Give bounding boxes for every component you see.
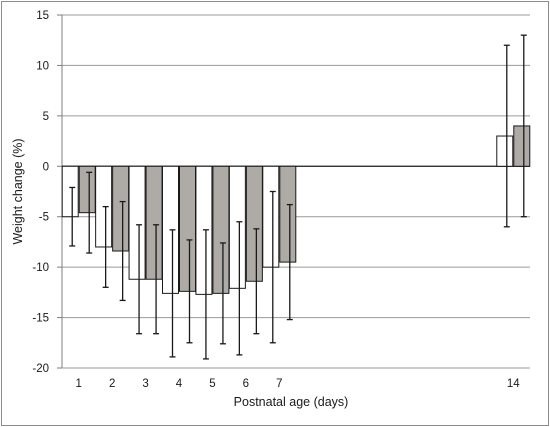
x-tick-label: 4 <box>176 378 183 390</box>
bar <box>78 165 96 214</box>
y-tick-label: -20 <box>32 363 49 375</box>
error-bars <box>69 34 527 360</box>
bar <box>112 165 130 252</box>
bar <box>513 125 531 167</box>
y-tick-label: -15 <box>32 313 49 325</box>
bar <box>212 165 230 294</box>
x-tick-label: 7 <box>276 378 282 390</box>
y-tick-labels: 15 10 5 0 -5 -10 -15 -20 <box>32 10 49 375</box>
y-tick-label: 5 <box>43 111 49 123</box>
x-tick-label: 1 <box>76 378 82 390</box>
y-tick-label: 0 <box>43 161 49 173</box>
x-axis-title: Postnatal age (days) <box>234 395 349 409</box>
y-tick-label: 10 <box>36 60 49 72</box>
x-tick-labels: 1 2 3 4 5 6 7 14 <box>76 378 521 390</box>
bar <box>496 135 514 167</box>
bar <box>228 165 246 289</box>
x-tick-label: 14 <box>507 378 520 390</box>
bar <box>262 165 280 268</box>
y-tick-label: 15 <box>36 10 49 22</box>
bars <box>61 125 531 295</box>
bar <box>279 165 297 263</box>
bar <box>245 165 263 282</box>
y-axis-title: Weight change (%) <box>11 138 25 244</box>
x-tick-label: 3 <box>142 378 148 390</box>
bar <box>128 165 146 280</box>
y-tick-label: -5 <box>39 212 49 224</box>
x-tick-label: 2 <box>109 378 115 390</box>
bar <box>145 165 163 280</box>
y-tick-label: -10 <box>32 262 49 274</box>
x-tick-label: 6 <box>243 378 249 390</box>
bar <box>61 165 79 218</box>
bar <box>179 165 196 292</box>
x-tick-label: 5 <box>209 378 215 390</box>
